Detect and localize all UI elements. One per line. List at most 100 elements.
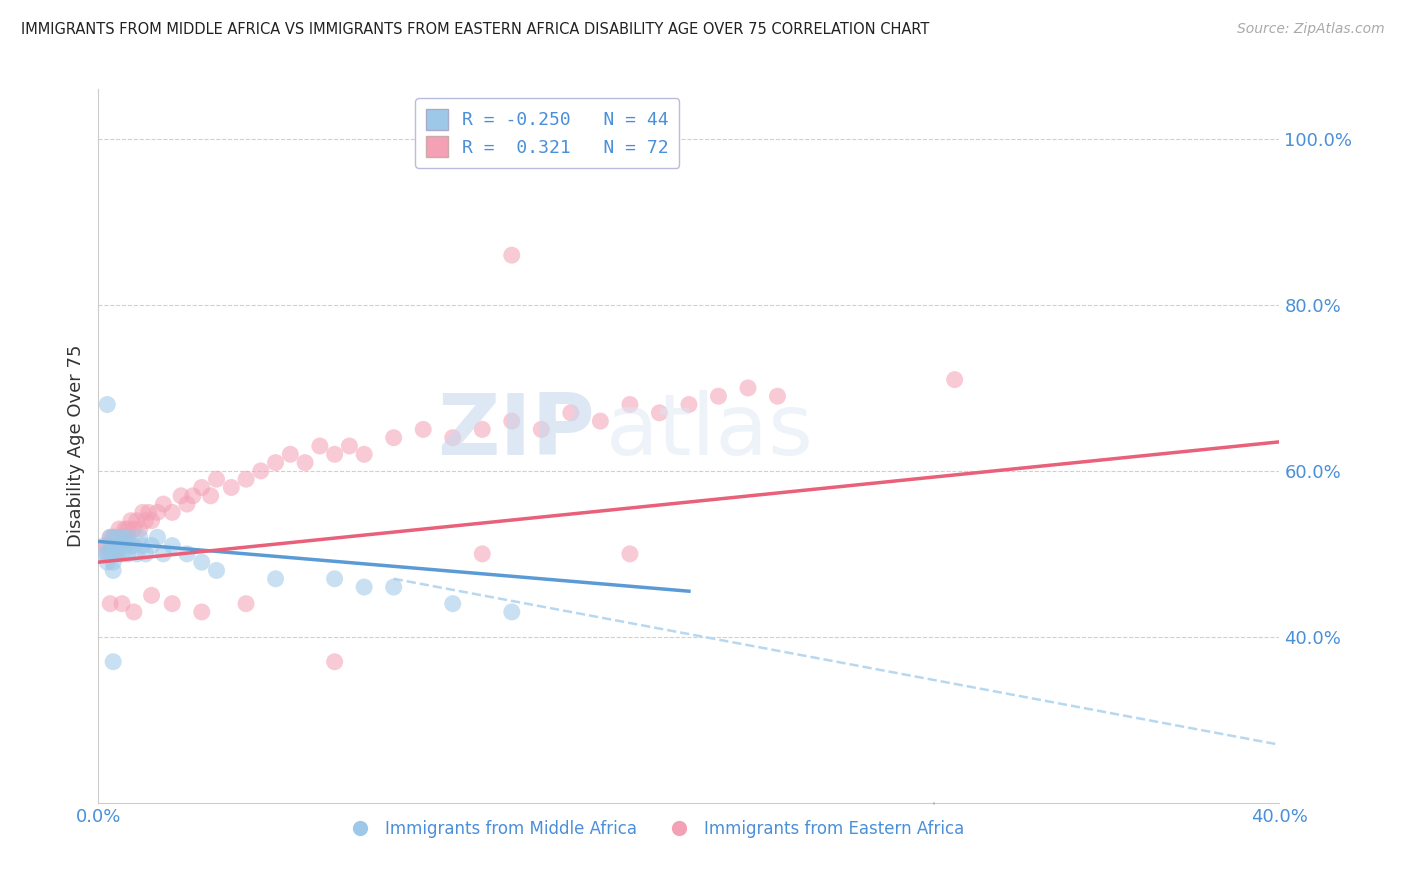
Point xyxy=(323,572,346,586)
Point xyxy=(235,597,257,611)
Point xyxy=(114,522,136,536)
Point xyxy=(103,547,125,561)
Point xyxy=(294,456,316,470)
Point xyxy=(235,472,257,486)
Point xyxy=(128,530,150,544)
Point xyxy=(441,431,464,445)
Point xyxy=(125,514,148,528)
Point xyxy=(103,547,125,561)
Point xyxy=(98,530,121,544)
Point xyxy=(96,547,118,561)
Point xyxy=(250,464,273,478)
Point xyxy=(501,248,523,262)
Point xyxy=(146,505,169,519)
Point xyxy=(98,547,121,561)
Point xyxy=(181,489,204,503)
Point xyxy=(200,489,222,503)
Point xyxy=(103,539,125,553)
Point xyxy=(122,539,145,553)
Point xyxy=(98,539,121,553)
Point xyxy=(117,530,139,544)
Point xyxy=(309,439,332,453)
Point xyxy=(501,605,523,619)
Point xyxy=(766,389,789,403)
Point xyxy=(105,530,128,544)
Point xyxy=(96,397,118,411)
Point xyxy=(191,481,214,495)
Point xyxy=(221,481,243,495)
Point xyxy=(471,422,494,436)
Point xyxy=(589,414,612,428)
Point xyxy=(135,547,157,561)
Point xyxy=(162,505,183,519)
Text: IMMIGRANTS FROM MIDDLE AFRICA VS IMMIGRANTS FROM EASTERN AFRICA DISABILITY AGE O: IMMIGRANTS FROM MIDDLE AFRICA VS IMMIGRA… xyxy=(21,22,929,37)
Point xyxy=(111,547,134,561)
Point xyxy=(117,530,139,544)
Point xyxy=(280,447,302,461)
Point xyxy=(108,547,131,561)
Text: atlas: atlas xyxy=(606,390,814,474)
Point xyxy=(125,547,148,561)
Point xyxy=(382,580,405,594)
Point xyxy=(103,555,125,569)
Point xyxy=(105,547,128,561)
Point xyxy=(191,605,214,619)
Point xyxy=(141,514,163,528)
Point xyxy=(117,547,139,561)
Point xyxy=(737,381,759,395)
Point xyxy=(122,522,145,536)
Point xyxy=(138,505,160,519)
Point xyxy=(120,539,142,553)
Point xyxy=(98,530,121,544)
Point xyxy=(111,530,134,544)
Point xyxy=(170,489,193,503)
Point xyxy=(943,373,966,387)
Point xyxy=(162,597,183,611)
Point xyxy=(98,597,121,611)
Point xyxy=(619,397,641,411)
Text: Source: ZipAtlas.com: Source: ZipAtlas.com xyxy=(1237,22,1385,37)
Point xyxy=(108,530,131,544)
Point xyxy=(128,522,150,536)
Point xyxy=(501,414,523,428)
Point xyxy=(108,522,131,536)
Point xyxy=(353,580,375,594)
Point xyxy=(105,547,128,561)
Point xyxy=(108,539,131,553)
Point xyxy=(648,406,671,420)
Point xyxy=(152,547,174,561)
Point xyxy=(132,505,155,519)
Point xyxy=(176,497,198,511)
Point xyxy=(264,572,287,586)
Point xyxy=(205,564,228,578)
Point xyxy=(103,564,125,578)
Point xyxy=(117,522,139,536)
Point xyxy=(103,530,125,544)
Point xyxy=(122,605,145,619)
Point xyxy=(141,588,163,602)
Point xyxy=(146,530,169,544)
Point xyxy=(96,555,118,569)
Point xyxy=(114,539,136,553)
Point xyxy=(105,539,128,553)
Point xyxy=(205,472,228,486)
Point xyxy=(264,456,287,470)
Point xyxy=(114,530,136,544)
Point xyxy=(382,431,405,445)
Point xyxy=(353,447,375,461)
Legend: Immigrants from Middle Africa, Immigrants from Eastern Africa: Immigrants from Middle Africa, Immigrant… xyxy=(336,814,970,845)
Point xyxy=(560,406,582,420)
Point xyxy=(323,447,346,461)
Point xyxy=(93,539,115,553)
Point xyxy=(98,547,121,561)
Point xyxy=(111,539,134,553)
Point xyxy=(105,547,128,561)
Point xyxy=(132,539,155,553)
Point xyxy=(619,547,641,561)
Point xyxy=(176,547,198,561)
Point xyxy=(441,597,464,611)
Point xyxy=(93,547,115,561)
Point xyxy=(135,514,157,528)
Point xyxy=(678,397,700,411)
Point xyxy=(471,547,494,561)
